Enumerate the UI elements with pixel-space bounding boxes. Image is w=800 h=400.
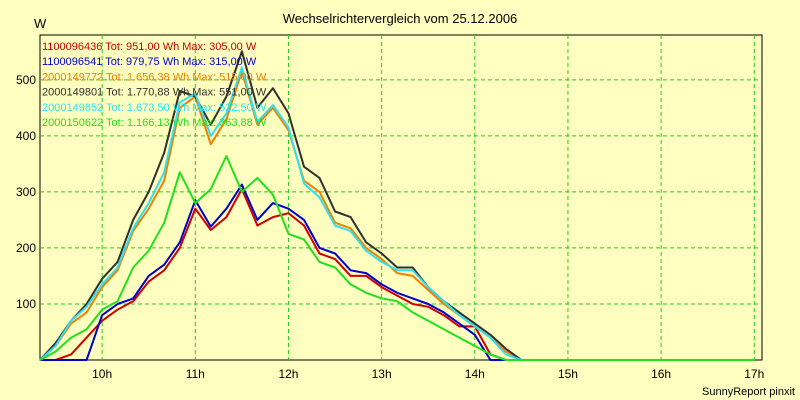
y-tick-label: 300 xyxy=(16,185,36,199)
plot-area xyxy=(39,34,763,361)
x-tick-label: 12h xyxy=(278,367,298,381)
legend-entry-2000149852: 2000149852 Tot: 1.673,50 Wh Max: 522,50 … xyxy=(42,102,267,114)
series-line-2000150622 xyxy=(39,155,755,361)
x-tick-label: 14h xyxy=(465,367,485,381)
x-tick-label: 13h xyxy=(372,367,392,381)
x-tick-label: 11h xyxy=(186,367,205,381)
axis-ticks: 100 200 300 400 500 10h 11h 12h 13h 14h 15h 16h 17h xyxy=(16,73,764,381)
legend-entry-2000149772: 2000149772 Tot: 1.656,38 Wh Max: 515,00 … xyxy=(42,71,267,83)
legend-entry-1100096436: 1100096436 Tot: 951,00 Wh Max: 305,00 W xyxy=(42,41,257,53)
grid xyxy=(40,35,762,360)
legend-entry-2000149801: 2000149801 Tot: 1.770,88 Wh Max: 551,00 … xyxy=(42,87,267,99)
x-tick-label: 15h xyxy=(558,367,578,381)
chart-title: Wechselrichtervergleich vom 25.12.2006 xyxy=(283,11,518,26)
legend: 1100096436 Tot: 951,00 Wh Max: 305,00 W 1… xyxy=(42,41,267,129)
legend-entry-1100096541: 1100096541 Tot: 979,75 Wh Max: 315,00 W xyxy=(42,56,257,68)
y-tick-label: 400 xyxy=(16,129,36,143)
y-tick-label: 100 xyxy=(16,297,36,311)
y-tick-label: 500 xyxy=(16,73,36,87)
series-lines xyxy=(39,50,755,361)
x-tick-label: 10h xyxy=(92,367,112,381)
x-tick-label: 17h xyxy=(744,367,764,381)
y-axis-unit: W xyxy=(34,16,47,31)
legend-entry-2000150622: 2000150622 Tot: 1.166,13 Wh Max: 363,88 … xyxy=(42,117,267,129)
footer-credit: SunnyReport pinxit xyxy=(702,386,795,398)
x-tick-label: 16h xyxy=(651,367,671,381)
y-tick-label: 200 xyxy=(16,241,36,255)
